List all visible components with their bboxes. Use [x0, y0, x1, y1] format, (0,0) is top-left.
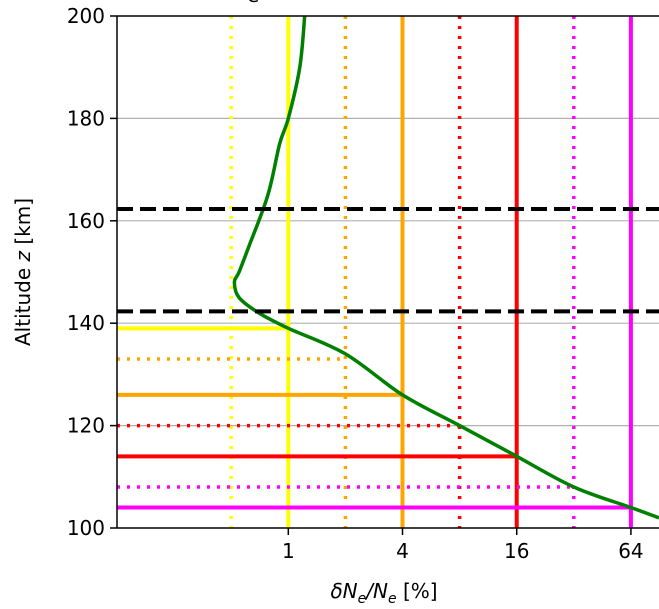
x-axis-label: δNe/Ne [%] — [330, 579, 437, 607]
grid-lines — [117, 117, 659, 427]
y-tick-label-2: 140 — [67, 311, 105, 335]
y-tick-label-0: 100 — [67, 516, 105, 540]
y-tick-label-4: 180 — [67, 106, 105, 130]
y-ticks: 100 120 140 160 180 200 — [67, 4, 117, 540]
y-tick-label-3: 160 — [67, 209, 105, 233]
y-axis-label: Altitude z [km] — [11, 198, 35, 346]
x-tick-label-0: 1 — [282, 539, 295, 563]
boundary-lines — [117, 207, 659, 314]
profile-curve — [232, 16, 659, 520]
x-tick-label-2: 16 — [504, 539, 529, 563]
profile-layer — [232, 16, 659, 520]
y-tick-label-1: 120 — [67, 414, 105, 438]
x-ticks: 1 4 16 64 — [282, 528, 644, 563]
x-tick-label-1: 4 — [396, 539, 409, 563]
threshold-lines — [117, 16, 633, 528]
chart-title-fragment: e — [247, 0, 259, 7]
x-tick-label-3: 64 — [618, 539, 643, 563]
y-tick-label-5: 200 — [67, 4, 105, 28]
